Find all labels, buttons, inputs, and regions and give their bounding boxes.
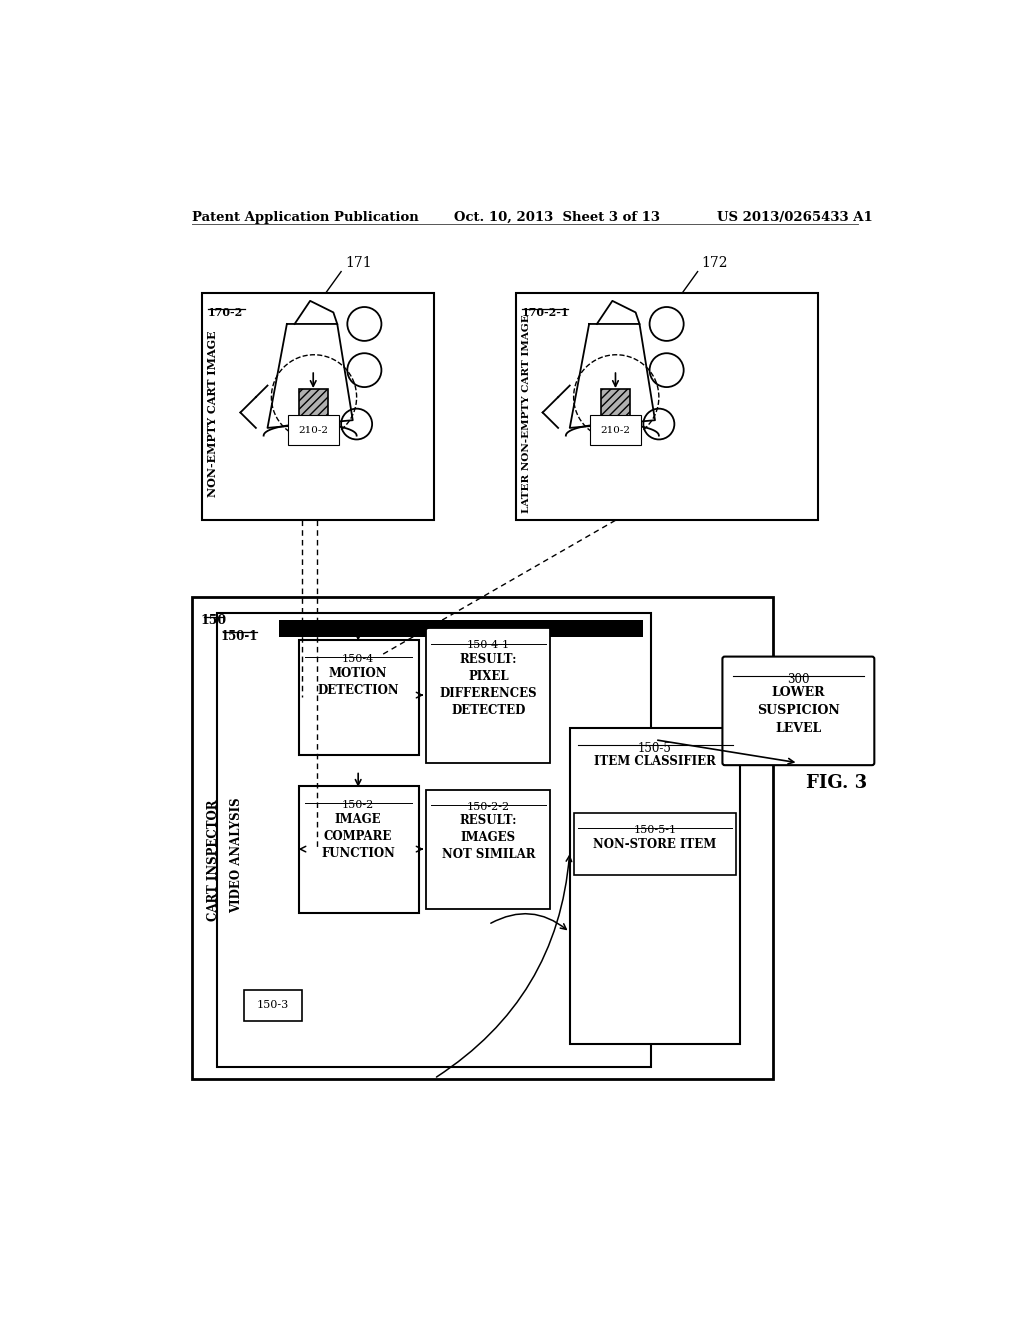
Text: 150: 150 [200,614,226,627]
FancyBboxPatch shape [569,729,740,1044]
Text: US 2013/0265433 A1: US 2013/0265433 A1 [717,211,872,224]
Text: FIG. 3: FIG. 3 [806,775,867,792]
FancyBboxPatch shape [217,612,651,1067]
Text: ITEM CLASSIFIER: ITEM CLASSIFIER [594,755,716,768]
Text: IMAGE
COMPARE
FUNCTION: IMAGE COMPARE FUNCTION [322,813,395,859]
Text: RESULT:
IMAGES
NOT SIMILAR: RESULT: IMAGES NOT SIMILAR [441,814,536,862]
Text: MOTION
DETECTION: MOTION DETECTION [317,667,399,697]
Text: NON-STORE ITEM: NON-STORE ITEM [593,838,717,850]
Text: 210-2: 210-2 [298,425,329,434]
FancyBboxPatch shape [202,293,434,520]
Text: NON-EMPTY CART IMAGE: NON-EMPTY CART IMAGE [207,331,218,498]
Text: VIDEO ANALYSIS: VIDEO ANALYSIS [230,797,243,913]
FancyBboxPatch shape [573,813,736,875]
Text: 210-2: 210-2 [600,425,631,434]
Text: LATER NON-EMPTY CART IMAGE: LATER NON-EMPTY CART IMAGE [522,314,530,513]
FancyBboxPatch shape [299,389,328,422]
FancyBboxPatch shape [426,789,550,909]
Text: Patent Application Publication: Patent Application Publication [191,211,418,224]
Text: 150-3: 150-3 [257,1001,289,1010]
FancyBboxPatch shape [426,628,550,763]
Text: 150-1: 150-1 [220,630,257,643]
FancyBboxPatch shape [515,293,818,520]
Text: 171: 171 [345,256,372,271]
Text: Oct. 10, 2013  Sheet 3 of 13: Oct. 10, 2013 Sheet 3 of 13 [454,211,659,224]
Text: 150-2-2: 150-2-2 [467,803,510,812]
FancyBboxPatch shape [280,620,643,638]
Text: 300: 300 [787,673,810,686]
Text: 170-2: 170-2 [208,308,243,318]
Text: 150-2: 150-2 [342,800,375,809]
FancyBboxPatch shape [601,389,630,422]
Text: 150-4: 150-4 [342,653,375,664]
FancyBboxPatch shape [299,785,419,913]
FancyBboxPatch shape [191,598,773,1078]
Text: CART INSPECTOR: CART INSPECTOR [207,800,220,921]
Text: 150-4-1: 150-4-1 [467,640,510,651]
Text: 150-5-1: 150-5-1 [634,825,677,836]
FancyBboxPatch shape [245,990,302,1020]
Text: 150-5: 150-5 [638,742,672,755]
Text: LOWER
SUSPICION
LEVEL: LOWER SUSPICION LEVEL [757,686,840,735]
FancyBboxPatch shape [299,640,419,755]
Text: RESULT:
PIXEL
DIFFERENCES
DETECTED: RESULT: PIXEL DIFFERENCES DETECTED [439,653,538,717]
Text: 170-2-1: 170-2-1 [521,308,569,318]
Text: 172: 172 [701,256,728,271]
FancyBboxPatch shape [722,656,874,766]
